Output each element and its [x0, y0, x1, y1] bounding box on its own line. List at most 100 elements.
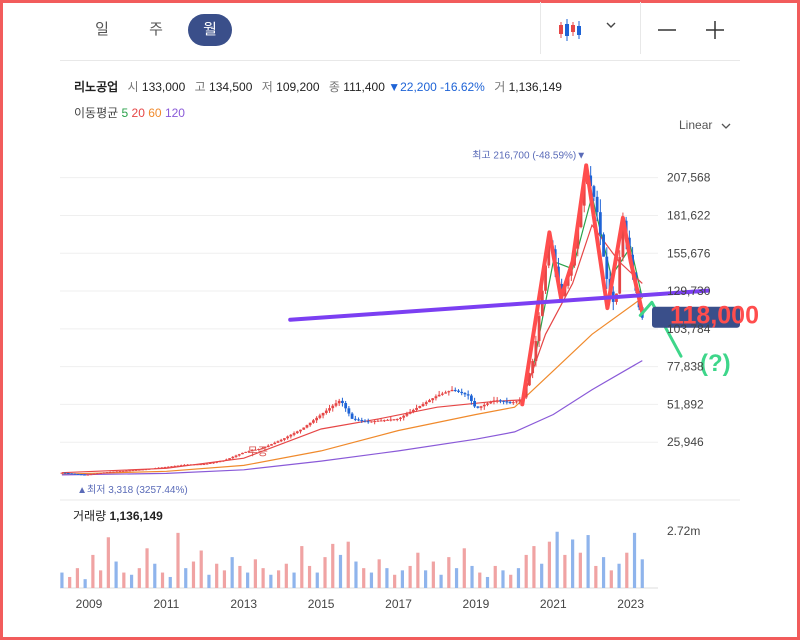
candle: [457, 390, 460, 392]
volume-bar: [563, 554, 567, 588]
ex-rights-marker: 무증: [248, 446, 268, 458]
candle: [537, 315, 541, 342]
candle: [302, 427, 306, 430]
trendline-annotation: [288, 288, 711, 322]
candle: [382, 420, 386, 422]
volume-bar: [276, 570, 281, 588]
chevron-down-icon[interactable]: [604, 18, 618, 32]
volume-bar: [238, 565, 242, 588]
candle: [224, 459, 228, 461]
candle: [544, 265, 547, 291]
candle: [237, 454, 241, 456]
scale-label: Linear: [679, 118, 713, 132]
ma60-legend: 60: [148, 106, 162, 120]
candle: [602, 234, 605, 257]
candle: [366, 421, 370, 423]
candle: [450, 389, 454, 392]
y-tick-label: 181,622: [667, 208, 711, 222]
close-price: 111,400: [343, 80, 385, 94]
candle: [205, 463, 209, 465]
candle: [582, 184, 586, 206]
candle: [199, 464, 202, 466]
candle: [508, 402, 512, 404]
candle: [234, 455, 238, 457]
volume-bar: [462, 548, 466, 588]
volume-bar: [439, 574, 443, 588]
volume-bar: [485, 576, 490, 588]
candle: [247, 451, 251, 453]
volume-bar: [91, 554, 95, 588]
x-tick-label: 2013: [230, 597, 257, 611]
scale-dropdown[interactable]: Linear: [679, 118, 732, 132]
volume-bar: [222, 570, 227, 588]
candle: [534, 341, 538, 362]
candle: [341, 400, 344, 404]
tab-month[interactable]: 월: [188, 14, 232, 46]
minus-icon[interactable]: [656, 19, 678, 41]
candle: [163, 467, 167, 469]
ma120-legend: 120: [164, 106, 185, 120]
volume-bar: [501, 570, 505, 588]
volume-bar: [68, 576, 72, 588]
plus-icon[interactable]: [704, 19, 726, 41]
volume-bar: [424, 570, 428, 588]
candle: [89, 474, 93, 476]
candle: [592, 186, 596, 197]
candle: [79, 474, 83, 476]
volume-bar: [176, 532, 180, 588]
candle: [115, 471, 119, 473]
candle: [183, 464, 186, 466]
candle: [386, 419, 389, 421]
volume-bar: [207, 574, 211, 588]
candle: [344, 403, 348, 409]
candle: [92, 473, 96, 475]
candle: [131, 470, 135, 472]
candle: [424, 402, 428, 405]
candle: [324, 410, 328, 413]
candle: [402, 415, 406, 418]
volume-bar: [230, 557, 234, 588]
x-tick-label: 2009: [76, 597, 103, 611]
candle: [589, 175, 593, 187]
tab-week[interactable]: 주: [149, 21, 163, 38]
candle: [312, 420, 315, 423]
volume-bar: [594, 565, 598, 588]
candle: [469, 395, 473, 401]
candle: [76, 473, 80, 475]
volume-bar: [153, 563, 157, 588]
candle: [360, 420, 364, 422]
low-marker: ▲최저 3,318 (3257.44%): [77, 484, 188, 496]
candle: [208, 463, 212, 465]
stock-summary: 리노공업 시 133,000 고 134,500 저 109,200 종 111…: [74, 80, 562, 94]
volume-bar: [292, 572, 296, 588]
volume-bar: [168, 576, 172, 588]
candle: [331, 405, 335, 409]
candle: [253, 449, 257, 451]
candles: [60, 166, 644, 476]
volume-bar: [377, 559, 381, 588]
candlestick-icon[interactable]: [556, 16, 584, 44]
candle: [618, 257, 622, 294]
candle: [437, 394, 441, 397]
candle: [295, 431, 299, 434]
x-tick-label: 2015: [308, 597, 335, 611]
candle: [299, 429, 302, 432]
candle: [157, 467, 161, 469]
volume-bar: [470, 565, 474, 588]
volume-bar: [199, 550, 203, 588]
volume-bar: [408, 565, 412, 588]
volume-bar: [555, 531, 559, 588]
volume-bar: [609, 570, 613, 588]
candle: [144, 469, 148, 471]
volume-bar: [625, 552, 629, 588]
tab-day[interactable]: 일: [95, 21, 109, 38]
candle: [102, 472, 106, 474]
candle: [418, 406, 422, 408]
candle: [499, 400, 502, 402]
volume-bar: [362, 568, 366, 588]
volume-bar: [532, 546, 536, 588]
candle: [170, 466, 173, 468]
volume-bar: [75, 568, 80, 588]
candle: [395, 418, 399, 420]
